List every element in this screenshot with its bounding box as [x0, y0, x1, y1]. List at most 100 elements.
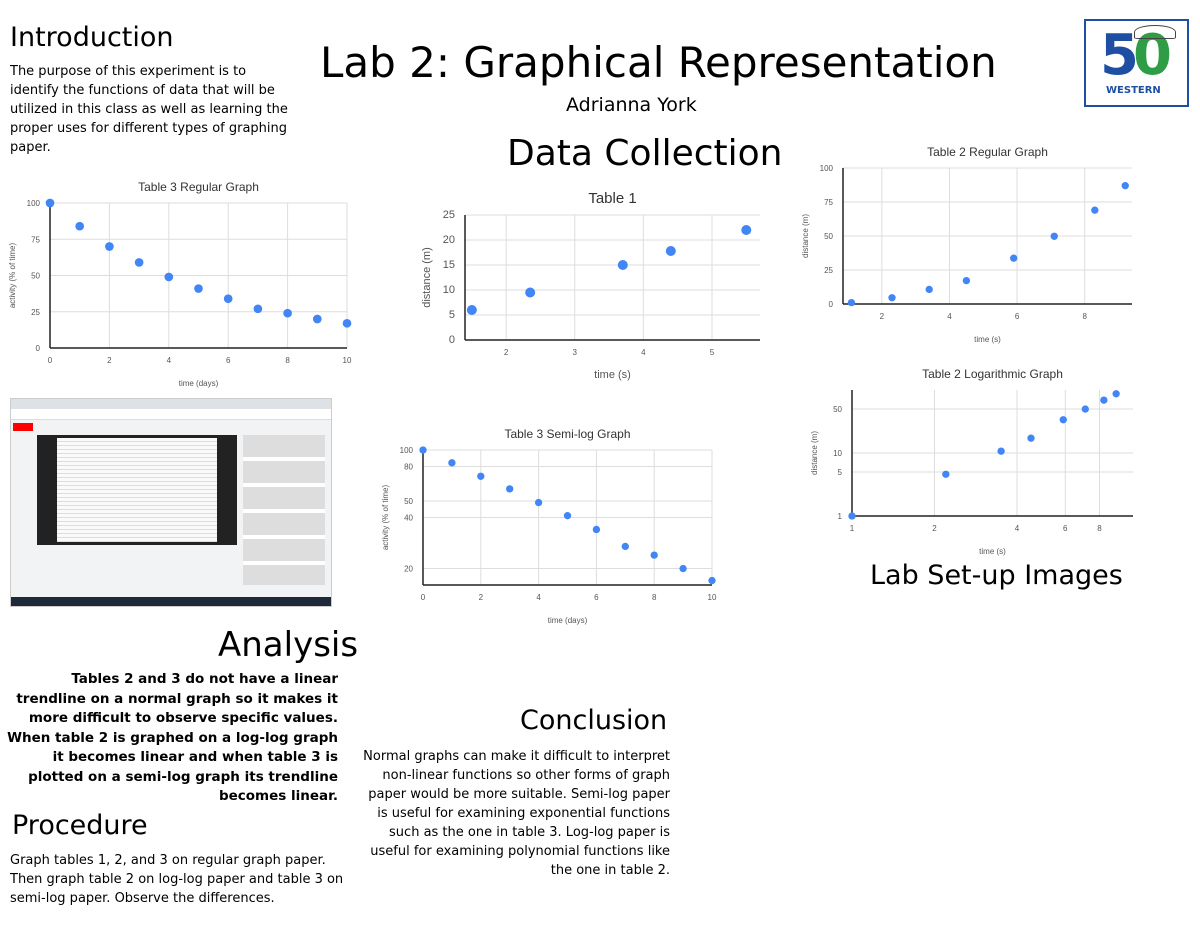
data-point	[563, 512, 572, 520]
y-tick-label: 0	[36, 344, 41, 353]
data-point	[708, 576, 716, 585]
data-point	[466, 305, 477, 315]
y-tick-label: 25	[443, 209, 455, 221]
data-point	[1091, 206, 1099, 214]
data-point	[1010, 254, 1018, 262]
x-axis-label: time (days)	[179, 379, 219, 388]
x-tick-label: 8	[652, 593, 657, 602]
y-axis-label: distance (m)	[421, 247, 433, 308]
y-tick-label: 5	[838, 468, 843, 477]
y-axis-label: activity (% of time)	[381, 484, 390, 550]
x-tick-label: 1	[850, 524, 855, 533]
x-tick-label: 4	[167, 356, 172, 365]
data-point	[679, 564, 687, 573]
conclusion-heading: Conclusion	[520, 705, 668, 736]
y-tick-label: 20	[404, 565, 413, 574]
data-point	[253, 304, 263, 314]
chart-table3-semilog: Table 3 Semi-log Graph 0 2 4 6 8 10 20 40 50 80 100…	[381, 427, 717, 625]
chart-table1: Table 1 2 3 4 5 0 5 10 15 20 25 time (s) distance (m…	[421, 190, 760, 381]
browser-tabs	[11, 399, 331, 409]
analysis-text: Tables 2 and 3 do not have a linear tren…	[7, 671, 338, 804]
x-tick-label: 2	[504, 348, 509, 357]
chart-title: Table 2 Logarithmic Graph	[922, 367, 1063, 381]
x-tick-label: 6	[1015, 312, 1020, 321]
y-tick-label: 75	[824, 198, 833, 207]
data-point	[848, 512, 856, 520]
y-tick-label: 80	[404, 462, 413, 471]
graph-paper-image	[57, 438, 217, 542]
x-axis-label: time (s)	[594, 369, 631, 381]
y-tick-label: 15	[443, 259, 455, 271]
analysis-heading: Analysis	[218, 625, 359, 665]
x-tick-label: 8	[1082, 312, 1087, 321]
data-point	[617, 260, 628, 270]
x-tick-label: 3	[573, 348, 578, 357]
chart-title: Table 3 Regular Graph	[138, 180, 259, 194]
y-tick-label: 25	[31, 308, 40, 317]
data-point	[525, 287, 536, 298]
y-tick-label: 40	[404, 514, 413, 523]
data-point	[847, 298, 856, 307]
x-tick-label: 2	[880, 312, 885, 321]
data-point	[888, 294, 896, 302]
y-tick-label: 10	[833, 449, 842, 458]
data-point	[164, 272, 174, 282]
x-tick-label: 4	[536, 593, 541, 602]
data-point	[75, 221, 85, 231]
data-point	[925, 285, 933, 294]
taskbar	[11, 597, 331, 606]
data-point	[962, 276, 971, 285]
x-tick-label: 2	[932, 524, 937, 533]
data-point	[342, 319, 352, 328]
x-axis-label: time (days)	[548, 616, 588, 625]
data-point	[534, 498, 543, 507]
y-tick-label: 20	[443, 234, 455, 246]
data-point	[223, 294, 233, 304]
procedure-text: Graph tables 1, 2, and 3 on regular grap…	[10, 853, 344, 906]
chart-title: Table 1	[588, 190, 636, 207]
x-tick-label: 0	[421, 593, 426, 602]
data-point	[1100, 396, 1108, 404]
y-tick-label: 0	[449, 334, 455, 346]
data-point	[1050, 232, 1058, 240]
y-axis-label: distance (m)	[810, 431, 819, 475]
y-tick-label: 100	[27, 199, 41, 208]
college-logo: 50 WESTERN	[1084, 19, 1189, 107]
y-tick-label: 50	[824, 232, 833, 241]
poster-title: Lab 2: Graphical Representation	[320, 38, 997, 87]
data-point	[997, 447, 1005, 455]
y-tick-label: 5	[449, 309, 455, 321]
y-tick-label: 100	[820, 164, 834, 173]
data-point	[1059, 416, 1067, 424]
browser-address-bar	[11, 409, 331, 420]
data-point	[1121, 182, 1129, 190]
data-point	[419, 446, 427, 454]
data-point	[942, 470, 950, 478]
data-point	[1081, 405, 1089, 413]
x-axis-label: time (s)	[979, 547, 1006, 556]
x-tick-label: 2	[479, 593, 484, 602]
data-point	[741, 225, 752, 235]
y-tick-label: 50	[404, 497, 413, 506]
data-point	[312, 314, 322, 324]
video-player	[37, 435, 237, 545]
logo-text: WESTERN	[1106, 85, 1161, 96]
chart-table2-loglog: Table 2 Logarithmic Graph 1 2 4 6 8 1 5 10 50 time…	[810, 367, 1133, 556]
x-tick-label: 8	[285, 356, 290, 365]
x-axis-label: time (s)	[974, 335, 1001, 344]
y-tick-label: 75	[31, 235, 40, 244]
data-point	[665, 246, 676, 256]
data-point	[1027, 434, 1035, 442]
x-tick-label: 4	[947, 312, 952, 321]
data-collection-heading: Data Collection	[507, 133, 783, 174]
data-point	[477, 472, 485, 480]
data-point	[45, 198, 55, 208]
chart-title: Table 3 Semi-log Graph	[504, 427, 630, 441]
y-axis-label: distance (m)	[801, 214, 810, 258]
introduction-text: The purpose of this experiment is to ide…	[10, 64, 288, 155]
y-tick-label: 10	[443, 284, 455, 296]
lab-setup-heading: Lab Set-up Images	[870, 560, 1123, 591]
y-tick-label: 1	[838, 512, 843, 521]
y-tick-label: 50	[833, 405, 842, 414]
